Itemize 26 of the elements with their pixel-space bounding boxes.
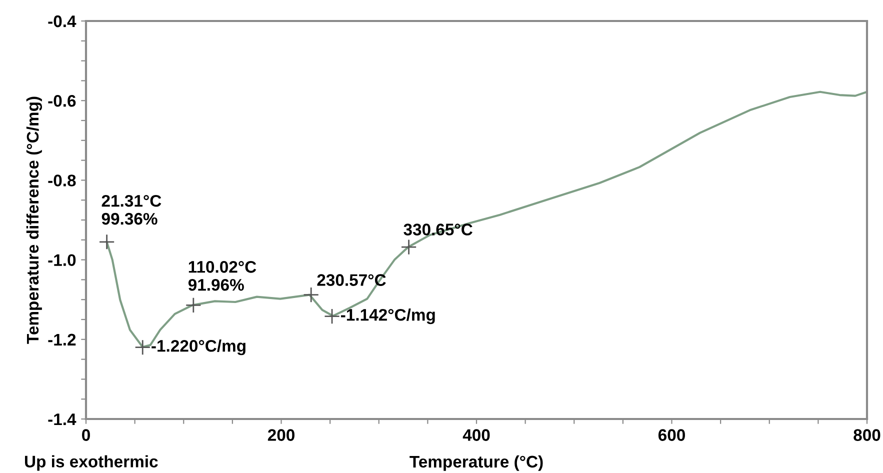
y-tick-label: -1.0 (48, 254, 76, 266)
x-tick-label: 800 (854, 429, 880, 441)
point (98, 234, 115, 250)
y-tick-label: -1.2 (48, 334, 76, 346)
text: Up is exothermic (25, 455, 158, 471)
x-tick-label: 200 (268, 429, 294, 441)
x-axis-title: Temperature (°C) (410, 455, 543, 471)
x-tick-label: 400 (462, 429, 490, 441)
point (185, 297, 202, 314)
annotation: -1.220°C/mg (152, 340, 246, 356)
y-tick-label: -1.4 (48, 414, 76, 426)
y-axis-title: Temperature difference (°C/mg) (26, 96, 42, 344)
point (303, 286, 320, 303)
annotation: 21.31°C 99.36% (102, 194, 162, 225)
annotation: -1.142°C/mg (341, 308, 435, 324)
annotation: 110.02°C 91.96% (188, 261, 256, 291)
x-tick-label: 600 (658, 429, 685, 441)
annotation: 230.57°C (317, 274, 386, 286)
y-tick-label: -0.4 (48, 15, 76, 28)
point (134, 339, 151, 356)
y-tick-label: -0.8 (48, 174, 76, 186)
point (400, 239, 417, 256)
x-tick-label: 0 (82, 429, 90, 441)
annotation: 330.65°C (404, 224, 472, 236)
point (324, 308, 340, 324)
y-tick-label: -0.6 (48, 95, 76, 107)
